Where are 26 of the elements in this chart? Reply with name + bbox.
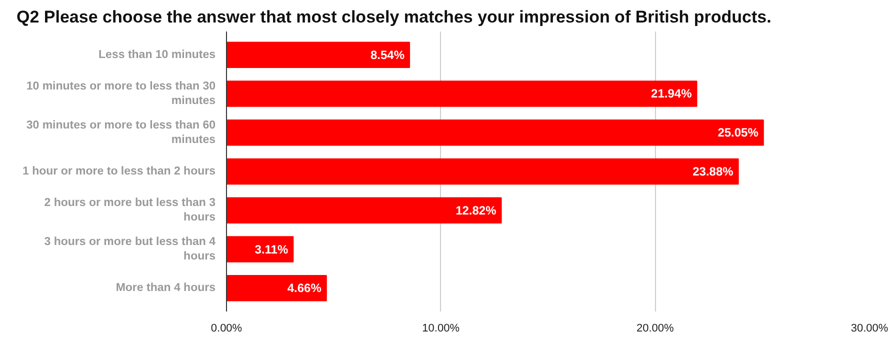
bar (226, 197, 502, 224)
data-label: 8.54% (370, 48, 405, 62)
data-label: 4.66% (287, 281, 322, 296)
y-tick-label: 1 hour or more to less than 2 hours (22, 166, 216, 178)
x-tick-label: 0.00% (210, 322, 242, 334)
x-tick-label: 10.00% (422, 322, 460, 334)
y-tick-label: 2 hours or more but less than 3 hours (44, 197, 216, 224)
data-label: 25.05% (718, 126, 759, 140)
data-label: 12.82% (456, 203, 497, 218)
y-tick-label: Less than 10 minutes (98, 48, 216, 61)
data-label: 23.88% (692, 164, 734, 178)
chart-title: Q2 Please choose the answer that most closely matches your impression of British products. (16, 8, 772, 26)
x-tick-label: 30.00% (850, 322, 888, 334)
y-tick-label: 3 hours or more but less than 4 hours (44, 236, 216, 262)
data-label: 21.94% (651, 86, 692, 101)
y-tick-label: 30 minutes or more to less than 60 minutes (26, 119, 216, 146)
data-label: 3.11% (254, 242, 288, 256)
bar (226, 80, 698, 107)
bar (226, 236, 294, 262)
y-tick-label: 10 minutes or more to less than 30 minutes (26, 80, 216, 107)
bar (226, 42, 410, 68)
bar (226, 158, 739, 185)
x-tick-label: 20.00% (636, 322, 674, 334)
bar (226, 275, 327, 302)
y-tick-label: More than 4 hours (116, 282, 216, 294)
bar (226, 119, 764, 146)
